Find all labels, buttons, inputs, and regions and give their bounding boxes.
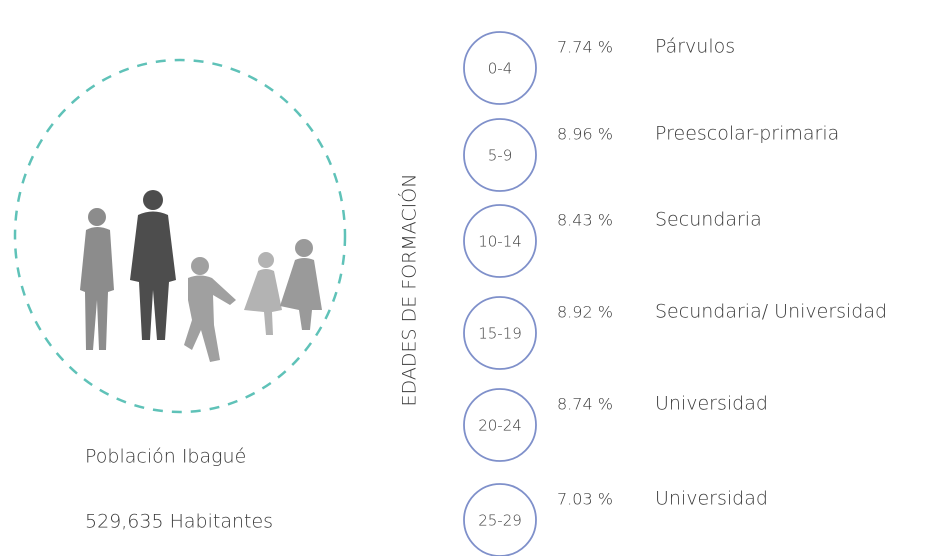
percent-label: 8.96 % xyxy=(557,125,613,144)
axis-label: EDADES DE FORMACIÓN xyxy=(397,174,421,407)
level-label: Secundaria/ Universidad xyxy=(655,301,887,323)
range-label: 25-29 xyxy=(478,512,522,530)
dashed-circle xyxy=(13,58,347,414)
level-label: Secundaria xyxy=(655,209,762,231)
level-label: Preescolar-primaria xyxy=(655,123,839,145)
range-label: 20-24 xyxy=(478,417,522,435)
range-label: 10-14 xyxy=(478,233,522,251)
range-label: 5-9 xyxy=(488,147,513,165)
level-label: Universidad xyxy=(655,393,768,415)
level-label: Párvulos xyxy=(655,36,735,58)
range-circle xyxy=(463,483,537,556)
range-circle xyxy=(463,118,537,192)
range-circle xyxy=(463,204,537,278)
range-circle xyxy=(463,388,537,462)
range-label: 0-4 xyxy=(488,60,513,78)
caption-title: Población Ibagué xyxy=(85,446,246,468)
range-circle xyxy=(463,296,537,370)
silhouettes xyxy=(80,190,322,362)
percent-label: 7.03 % xyxy=(557,490,613,509)
caption-population: 529,635 Habitantes xyxy=(85,511,273,533)
percent-label: 8.74 % xyxy=(557,395,613,414)
level-label: Universidad xyxy=(655,488,768,510)
percent-label: 7.74 % xyxy=(557,38,613,57)
percent-label: 8.92 % xyxy=(557,303,613,322)
percent-label: 8.43 % xyxy=(557,211,613,230)
range-circle xyxy=(463,31,537,105)
range-label: 15-19 xyxy=(478,325,522,343)
